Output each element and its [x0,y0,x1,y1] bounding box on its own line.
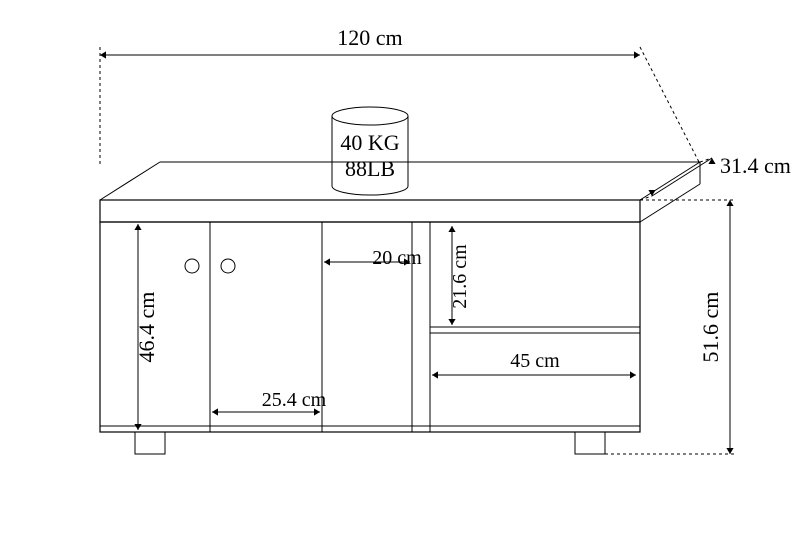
label-slot-width: 20 cm [372,247,422,269]
label-door2-width: 25.4 cm [262,389,327,411]
label-total-height: 51.6 cm [698,292,723,363]
furniture-drawing: 40 KG88LB 120 cm 31.4 cm 51.6 cm 46.4 cm 25.4… [100,25,791,454]
label-depth: 31.4 cm [720,153,791,178]
label-weight-kg: 40 KG [340,130,399,155]
label-shelf-height: 21.6 cm [449,244,471,309]
label-shelf-width: 45 cm [510,350,560,372]
label-total-width: 120 cm [337,25,402,50]
label-door-height: 46.4 cm [134,292,159,363]
label-weight-lb: 88LB [345,156,395,181]
weight-top-ellipse [332,107,408,125]
